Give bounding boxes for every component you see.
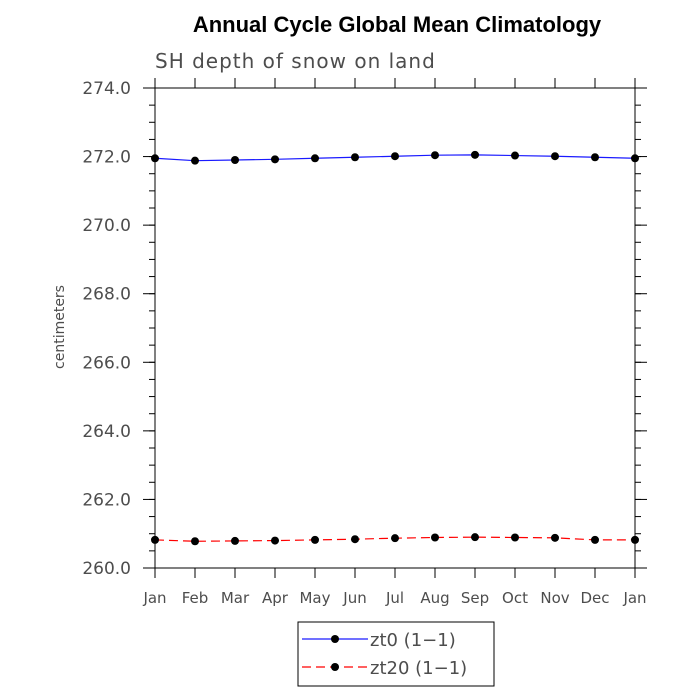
y-tick-label: 262.0	[82, 490, 131, 510]
x-tick-label: Feb	[182, 589, 209, 607]
x-axis: Jan Feb Mar Apr May Jun Jul Aug Sep Oct Nov Dec Jan	[142, 78, 647, 607]
data-point	[471, 150, 479, 159]
x-tick-label: Sep	[461, 589, 489, 607]
y-tick-label: 268.0	[82, 285, 131, 305]
data-point	[431, 533, 439, 542]
data-point	[351, 535, 359, 544]
data-point	[191, 156, 199, 165]
data-point	[311, 154, 319, 163]
data-point	[591, 153, 599, 162]
data-point	[591, 535, 599, 544]
legend: zt0 (1−1) zt20 (1−1)	[297, 621, 495, 687]
y-tick-label: 274.0	[82, 79, 131, 99]
x-tick-label: May	[299, 589, 330, 607]
data-point	[231, 536, 239, 545]
y-axis: 260.0 262.0 264.0 266.0 268.0 270.0 272.0 274.0	[82, 79, 647, 579]
x-tick-label: Jun	[342, 589, 366, 607]
data-point	[151, 535, 159, 544]
y-tick-label: 272.0	[82, 148, 131, 168]
y-tick-label: 264.0	[82, 422, 131, 442]
legend-label: zt20 (1−1)	[370, 658, 467, 679]
data-point	[511, 151, 519, 160]
x-tick-label: Aug	[420, 589, 449, 607]
data-point	[391, 152, 399, 161]
x-tick-label: Mar	[221, 589, 250, 607]
data-point	[191, 537, 199, 546]
data-point	[511, 533, 519, 542]
x-tick-label: Apr	[262, 589, 289, 607]
legend-box	[297, 621, 495, 687]
legend-label: zt0 (1−1)	[370, 630, 456, 651]
y-tick-label: 266.0	[82, 353, 131, 373]
x-tick-label: Jul	[385, 589, 404, 607]
x-tick-label: Jan	[142, 589, 166, 607]
legend-marker	[331, 635, 339, 643]
y-tick-label: 260.0	[82, 559, 131, 579]
data-point	[551, 152, 559, 161]
data-point	[391, 534, 399, 543]
data-point	[551, 533, 559, 542]
chart-title: Annual Cycle Global Mean Climatology	[193, 12, 602, 37]
x-tick-label: Jan	[622, 589, 646, 607]
data-point	[631, 154, 639, 163]
data-point	[631, 535, 639, 544]
data-point	[231, 156, 239, 164]
data-point	[271, 155, 279, 164]
data-point	[431, 151, 439, 160]
data-point	[311, 535, 319, 544]
x-tick-label: Dec	[580, 589, 609, 607]
chart-subtitle: SH depth of snow on land	[155, 49, 436, 73]
data-point	[151, 154, 159, 163]
y-axis-label: centimeters	[52, 285, 68, 369]
data-point	[351, 153, 359, 162]
series-layer	[151, 150, 639, 546]
data-point	[271, 536, 279, 545]
x-tick-label: Oct	[502, 589, 528, 607]
legend-marker	[331, 663, 339, 671]
x-tick-label: Nov	[540, 589, 569, 607]
y-tick-label: 270.0	[82, 216, 131, 236]
data-point	[471, 533, 479, 542]
